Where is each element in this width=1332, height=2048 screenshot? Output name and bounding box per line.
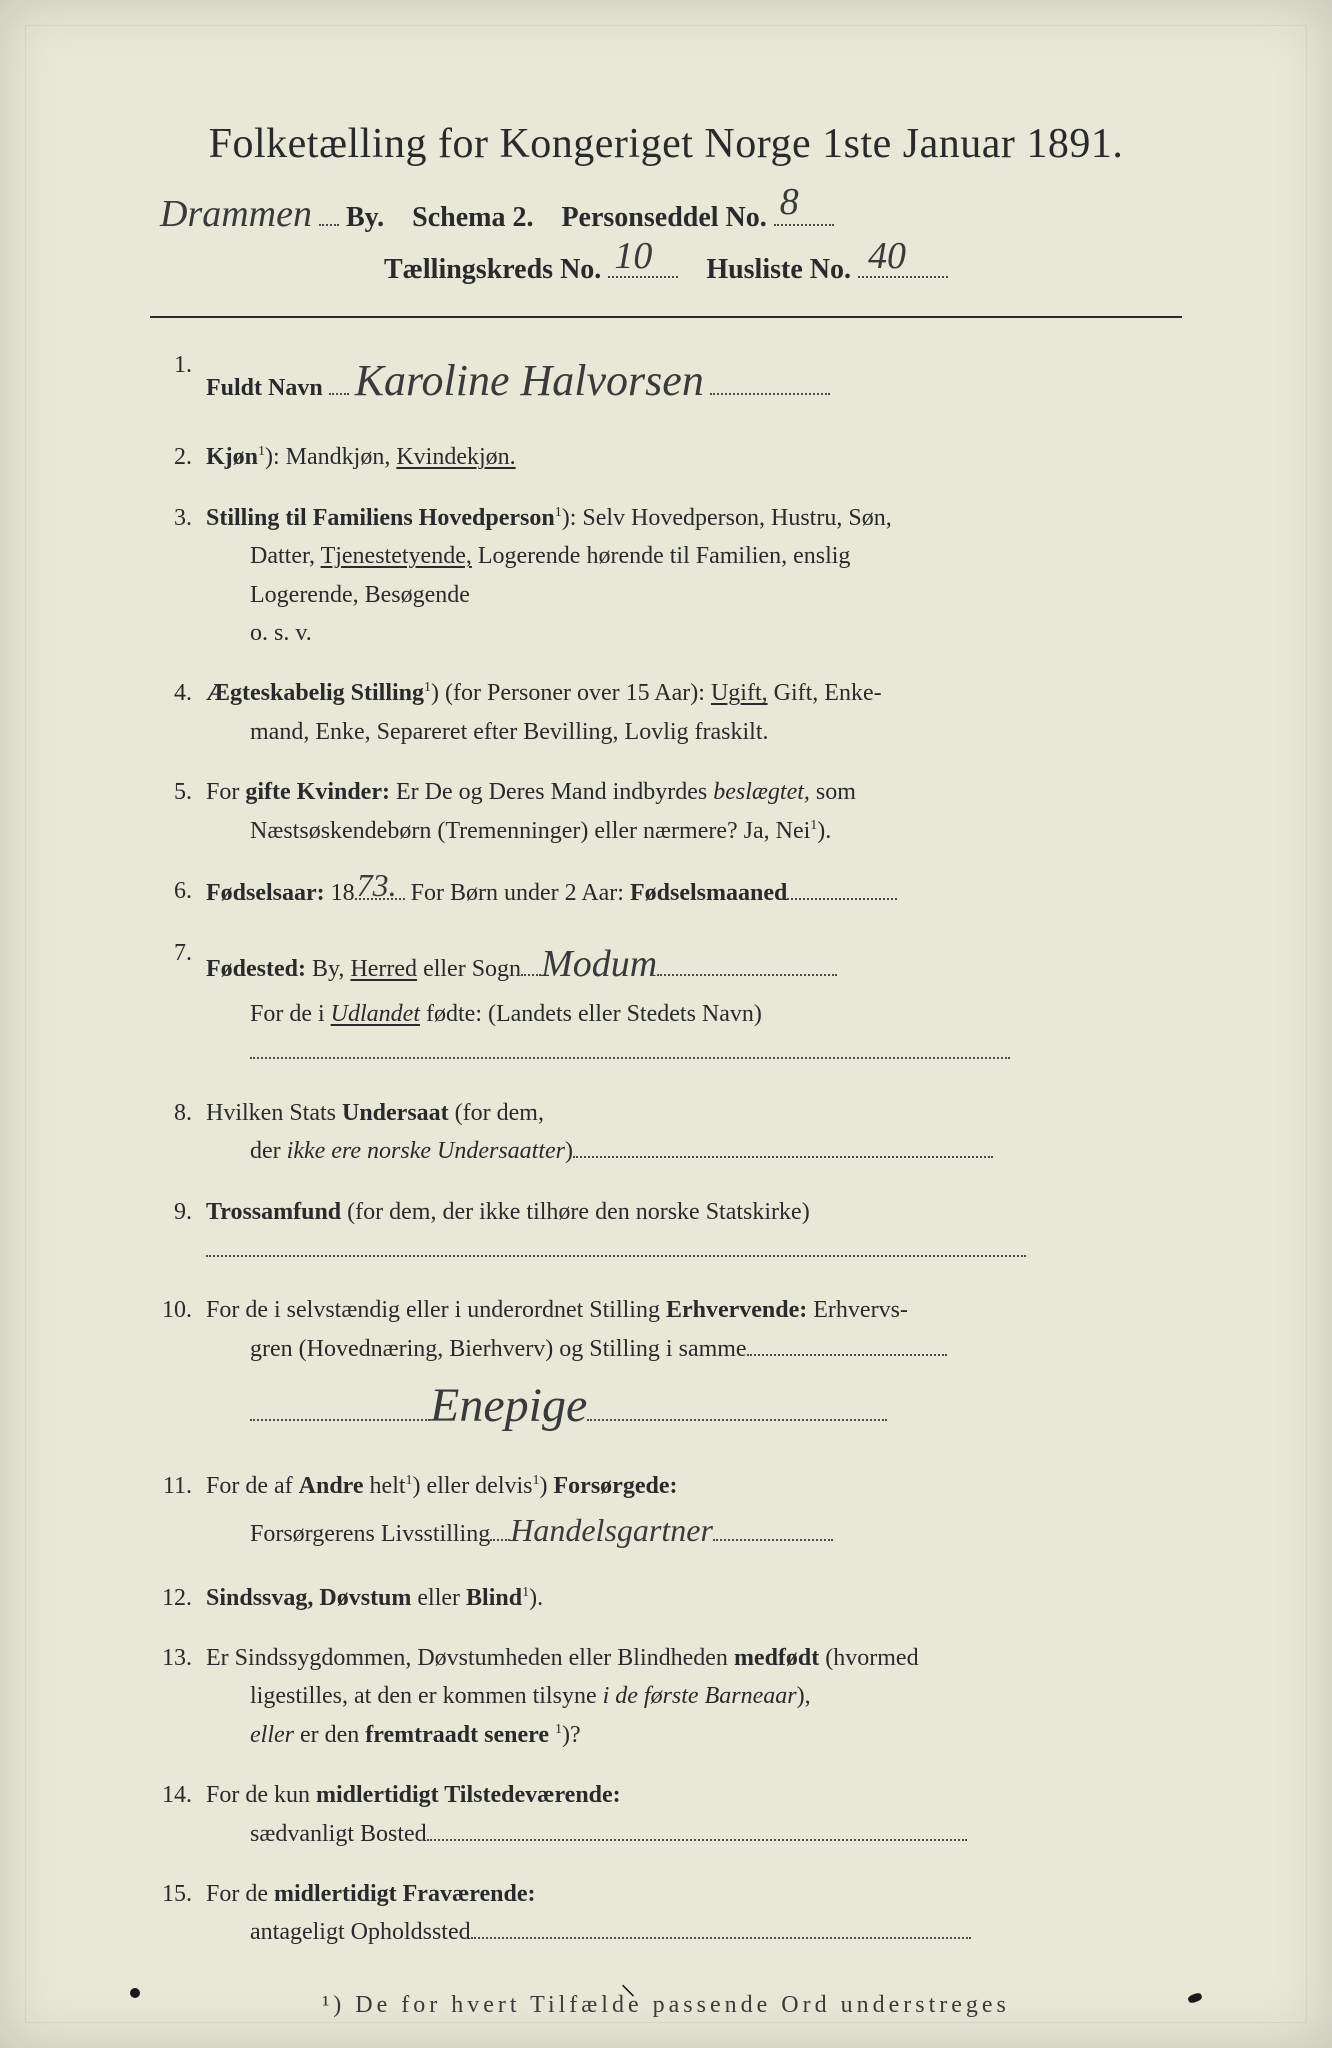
entry-num: 12. — [158, 1579, 206, 1617]
form-entries: 1. Fuldt Navn Karoline Halvorsen 2. Kjøn… — [150, 346, 1182, 1952]
entry-num: 7. — [158, 934, 206, 1072]
header-row-2: Tællingskreds No. 10 Husliste No. 40 — [150, 250, 1182, 286]
label-sindssvag: Sindssvag, Døvstum — [206, 1585, 411, 1611]
header-divider — [150, 316, 1182, 318]
entry-11: 11. For de af Andre helt1) eller delvis1… — [158, 1467, 1182, 1557]
label-andre: Andre — [299, 1473, 364, 1499]
label-fravarende: midlertidigt Fraværende: — [274, 1881, 536, 1907]
label-stilling: Stilling til Familiens Hovedperson — [206, 505, 555, 531]
entry-2: 2. Kjøn1): Mandkjøn, Kvindekjøn. — [158, 438, 1182, 476]
birth-year: 73. — [357, 860, 397, 911]
husliste-no: 40 — [868, 234, 906, 278]
label-gifte-kvinder: gifte Kvinder: — [245, 779, 390, 805]
entry-num: 6. — [158, 872, 206, 912]
entry-7: 7. Fødested: By, Herred eller SognModum … — [158, 934, 1182, 1072]
entry-10: 10. For de i selvstændig eller i underor… — [158, 1291, 1182, 1445]
label-aegteskab: Ægteskabelig Stilling — [206, 680, 424, 706]
entry-num: 5. — [158, 773, 206, 850]
entry-5: 5. For gifte Kvinder: Er De og Deres Man… — [158, 773, 1182, 850]
entry-num: 4. — [158, 674, 206, 751]
entry-12: 12. Sindssvag, Døvstum eller Blind1). — [158, 1579, 1182, 1617]
personseddel-no: 8 — [780, 180, 799, 224]
label-medfodt: medfødt — [734, 1645, 819, 1671]
label-kjon: Kjøn — [206, 444, 258, 470]
label-fodested: Fødested: — [206, 956, 306, 982]
entry-num: 1. — [158, 346, 206, 416]
provider-value: Handelsgartner — [510, 1512, 713, 1548]
selected-kvindekjon: Kvindekjøn. — [396, 444, 515, 470]
ink-mark — [1187, 1992, 1203, 2004]
entry-4: 4. Ægteskabelig Stilling1) (for Personer… — [158, 674, 1182, 751]
schema-label: Schema 2. — [412, 202, 533, 233]
census-form-page: Folketælling for Kongeriget Norge 1ste J… — [0, 0, 1332, 2048]
label-fodselsaar: Fødselsaar: — [206, 880, 325, 906]
entry-num: 2. — [158, 438, 206, 476]
label-fuldt-navn: Fuldt Navn — [206, 375, 323, 401]
label-fodselsmaaned: Fødselsmaaned — [630, 880, 787, 906]
label-trossamfund: Trossamfund — [206, 1199, 341, 1225]
tallingskreds-no: 10 — [614, 234, 652, 278]
footnote: ¹) De for hvert Tilfælde passende Ord un… — [150, 1992, 1182, 2019]
entry-3: 3. Stilling til Familiens Hovedperson1):… — [158, 499, 1182, 653]
by-label: By. — [346, 202, 384, 233]
city-handwritten: Drammen — [160, 192, 312, 236]
entry-9: 9. Trossamfund (for dem, der ikke tilhør… — [158, 1193, 1182, 1270]
ink-mark: ⸜ — [620, 1961, 636, 2004]
form-header: Folketælling for Kongeriget Norge 1ste J… — [150, 120, 1182, 286]
form-title: Folketælling for Kongeriget Norge 1ste J… — [150, 120, 1182, 168]
entry-8: 8. Hvilken Stats Undersaat (for dem, der… — [158, 1094, 1182, 1171]
entry-num: 14. — [158, 1776, 206, 1853]
entry-1: 1. Fuldt Navn Karoline Halvorsen — [158, 346, 1182, 416]
entry-num: 3. — [158, 499, 206, 653]
label-fremtraadt: fremtraadt senere — [365, 1722, 549, 1748]
occupation-value: Enepige — [430, 1368, 587, 1445]
label-undersaat: Undersaat — [342, 1100, 449, 1126]
label-forsorgede: Forsørgede: — [548, 1473, 678, 1499]
entry-13: 13. Er Sindssygdommen, Døvstumheden elle… — [158, 1639, 1182, 1754]
ink-mark — [130, 1988, 140, 1998]
entry-num: 8. — [158, 1094, 206, 1171]
personseddel-label: Personseddel No. — [561, 202, 766, 233]
selected-herred: Herred — [350, 956, 417, 982]
selected-ugift: Ugift, — [711, 680, 768, 706]
label-tilstedevarende: midlertidigt Tilstedeværende: — [316, 1782, 621, 1808]
birthplace-value: Modum — [541, 934, 657, 995]
entry-num: 10. — [158, 1291, 206, 1445]
husliste-label: Husliste No. — [706, 254, 851, 285]
name-value: Karoline Halvorsen — [355, 346, 704, 416]
entry-num: 9. — [158, 1193, 206, 1270]
label-erhvervende: Erhvervende: — [666, 1297, 807, 1323]
entry-num: 15. — [158, 1875, 206, 1952]
header-row-1: Drammen By. Schema 2. Personseddel No. 8 — [150, 192, 1182, 236]
entry-15: 15. For de midlertidigt Fraværende: anta… — [158, 1875, 1182, 1952]
entry-num: 13. — [158, 1639, 206, 1754]
entry-6: 6. Fødselsaar: 1873. For Børn under 2 Aa… — [158, 872, 1182, 912]
selected-tjenestetyende: Tjenestetyende, — [321, 543, 472, 569]
entry-14: 14. For de kun midlertidigt Tilstedevære… — [158, 1776, 1182, 1853]
entry-num: 11. — [158, 1467, 206, 1557]
tallingskreds-label: Tællingskreds No. — [384, 254, 601, 285]
